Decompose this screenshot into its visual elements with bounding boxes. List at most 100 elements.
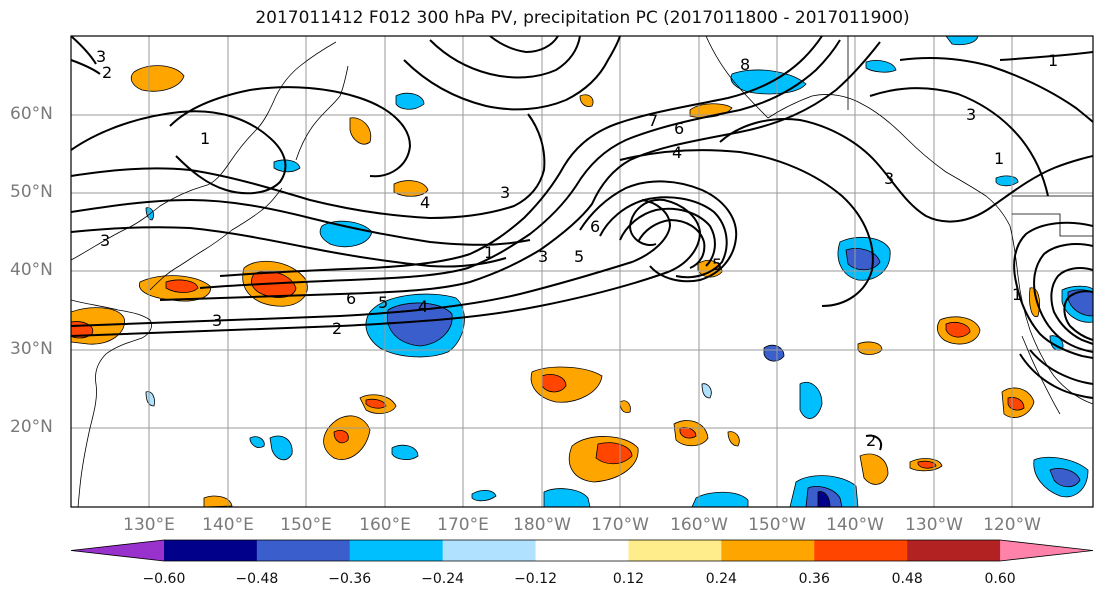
contour-label: 2 (102, 63, 112, 82)
colorbar-tick-label: −0.60 (142, 571, 186, 587)
contour-label: 2 (866, 431, 876, 450)
contour-label: 5 (712, 255, 722, 274)
precip-positive-anomalies (71, 65, 1040, 507)
pv-contour (1013, 221, 1093, 359)
coastline-namerica (1009, 225, 1093, 405)
lon-label: 140°W (826, 515, 884, 535)
pv-contour (719, 118, 1093, 223)
map-title: 2017011412 F012 300 hPa PV, precipitatio… (255, 8, 910, 28)
pv-contour (71, 199, 672, 327)
graticule (71, 36, 1093, 507)
lon-label: 130°W (905, 515, 963, 535)
precip-blob (857, 341, 883, 355)
pv-contour (899, 57, 1093, 123)
pv-contour (1033, 243, 1093, 353)
precip-blob (471, 490, 497, 502)
precip-blob (995, 175, 1019, 187)
contour-label: 1 (1048, 51, 1058, 70)
precip-blob (859, 453, 889, 485)
lon-label: 160°E (359, 515, 411, 535)
precip-blob (619, 400, 631, 413)
pv-contour (489, 36, 559, 54)
precip-blob (595, 442, 633, 465)
contour-label: 1 (1012, 285, 1022, 304)
colorbar-segment (442, 540, 537, 561)
colorbar-tick-label: 0.12 (612, 571, 645, 587)
pv-contour (159, 41, 881, 301)
precip-blob (763, 344, 785, 362)
colorbar-tick-label: 0.36 (798, 571, 830, 587)
contour-label: 3 (100, 231, 110, 250)
coastline-kamchatka (295, 65, 349, 161)
lon-label: 170°E (437, 515, 489, 535)
colorbar-segment (535, 540, 629, 561)
coastline-baja (1021, 335, 1061, 415)
contour-label: 3 (500, 183, 510, 202)
precip-blob (917, 460, 937, 469)
contour-label: 4 (672, 143, 682, 162)
pv-contour (403, 36, 621, 111)
lon-label: 180°W (513, 515, 571, 535)
colorbar-segment (721, 540, 815, 561)
contour-label: 1 (994, 149, 1004, 168)
pv-contour (637, 218, 706, 269)
pv-contour (71, 110, 287, 195)
lat-label: 30°N (10, 339, 53, 359)
map-frame (70, 35, 1094, 508)
lon-label: 160°W (670, 515, 728, 535)
colorbar-tick-label: −0.12 (514, 571, 557, 587)
map-area: 3 2 1 4 3 1 3 5 6 5 4 3 2 6 5 4 6 7 8 3 … (71, 36, 1093, 507)
contour-label: 1 (484, 243, 494, 262)
precip-blob (269, 435, 293, 461)
contour-label: 8 (740, 55, 750, 74)
contour-label: 4 (420, 193, 430, 212)
pv-contour (199, 39, 841, 289)
colorbar-tick-label: −0.36 (328, 571, 372, 587)
precip-blob (387, 302, 453, 347)
colorbar-segment (628, 540, 722, 561)
lat-label: 20°N (10, 417, 53, 437)
contour-label: 6 (590, 217, 600, 236)
contour-label: 3 (96, 47, 106, 66)
precip-blob (349, 117, 372, 145)
precip-blob (727, 431, 740, 447)
colorbar-tick-label: 0.48 (891, 571, 923, 587)
contour-label: 1 (200, 129, 210, 148)
pv-contour (865, 434, 882, 451)
precip-blob (1049, 468, 1081, 488)
precip-blob (817, 491, 831, 507)
precip-blob (543, 488, 591, 507)
precip-blob (391, 444, 419, 460)
lat-label: 60°N (10, 104, 53, 124)
precip-blob (945, 322, 971, 338)
lon-label: 130°E (123, 515, 175, 535)
pv-contour (599, 196, 728, 279)
pv-contour (219, 36, 823, 277)
pv-contour (1050, 267, 1093, 345)
contour-label: 6 (674, 119, 684, 138)
colorbar (70, 539, 1094, 562)
pv-contour (169, 86, 412, 178)
pv-contour (1019, 353, 1093, 399)
colorbar-tick-label: 0.24 (705, 571, 737, 587)
colorbar-tick-label: −0.48 (235, 571, 279, 587)
contour-label: 3 (212, 311, 222, 330)
contour-label: 7 (648, 111, 658, 130)
colorbar-tick-label: −0.24 (421, 571, 465, 587)
precip-blob (395, 92, 425, 110)
contour-label: 3 (884, 169, 894, 188)
lon-label: 150°W (748, 515, 806, 535)
pv-contour (579, 180, 738, 283)
pv-contour (71, 198, 702, 337)
precip-blob (701, 383, 712, 399)
precip-blob (393, 180, 429, 197)
precip-blob (799, 381, 823, 419)
colorbar-segment (349, 540, 444, 561)
lat-label: 40°N (10, 260, 53, 280)
contour-label: 3 (538, 247, 548, 266)
pv-contour (1063, 290, 1093, 341)
precip-blob (165, 279, 199, 293)
precip-blob (865, 60, 897, 73)
pv-contours (71, 36, 1093, 451)
